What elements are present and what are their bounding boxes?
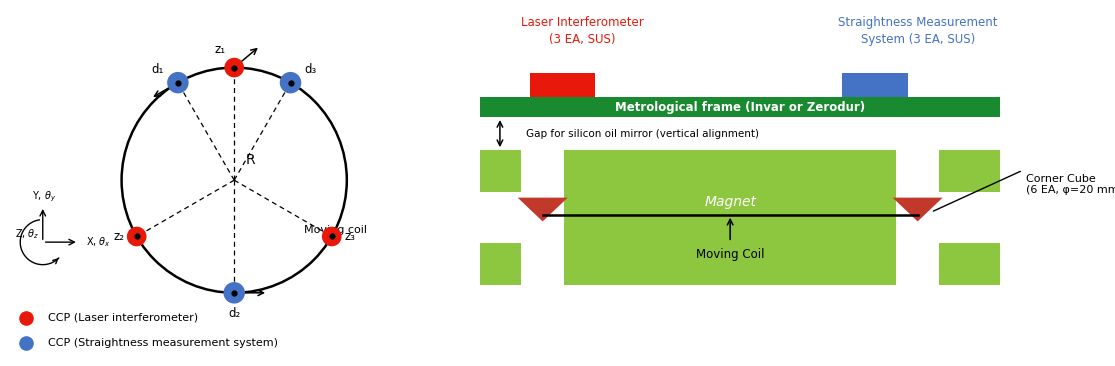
Text: R: R (245, 153, 255, 167)
Text: CCP (Laser interferometer): CCP (Laser interferometer) (48, 313, 198, 322)
Text: d₃: d₃ (304, 63, 317, 76)
Point (17, 315, 35, 321)
Point (169, 80, 187, 86)
Bar (530, 73, 595, 97)
Point (17, 340, 35, 346)
Point (225, 290, 243, 296)
Point (225, 65, 243, 71)
Text: d₁: d₁ (152, 63, 164, 76)
Text: z₁: z₁ (214, 43, 225, 56)
Point (169, 80, 187, 86)
Bar (896, 192, 1000, 243)
Text: Moving Coil: Moving Coil (696, 248, 765, 261)
Text: Metrological frame (Invar or Zerodur): Metrological frame (Invar or Zerodur) (615, 101, 865, 113)
Point (323, 234, 341, 239)
Text: Magnet: Magnet (705, 194, 756, 209)
Point (225, 65, 243, 71)
Bar (896, 150, 939, 285)
Text: Z, $\theta_z$: Z, $\theta_z$ (14, 228, 39, 242)
Text: Gap for silicon oil mirror (vertical alignment): Gap for silicon oil mirror (vertical ali… (526, 128, 759, 139)
Bar (481, 97, 1000, 117)
Text: Laser Interferometer
(3 EA, SUS): Laser Interferometer (3 EA, SUS) (521, 16, 643, 46)
Point (282, 80, 300, 86)
Bar (481, 150, 1000, 285)
Text: d₂: d₂ (229, 307, 241, 320)
Point (323, 234, 341, 239)
Text: Straightness Measurement
System (3 EA, SUS): Straightness Measurement System (3 EA, S… (837, 16, 998, 46)
Point (128, 234, 146, 239)
Point (225, 290, 243, 296)
Text: Y, $\theta_y$: Y, $\theta_y$ (32, 190, 56, 204)
Point (282, 80, 300, 86)
Text: z₃: z₃ (345, 230, 356, 243)
Text: Moving coil: Moving coil (304, 225, 367, 235)
Polygon shape (893, 198, 942, 221)
Polygon shape (517, 198, 568, 221)
Text: z₂: z₂ (113, 230, 124, 243)
Bar (481, 192, 564, 243)
Point (128, 234, 146, 239)
Bar (522, 150, 564, 285)
Text: X, $\theta_x$: X, $\theta_x$ (86, 235, 110, 249)
Bar (842, 73, 908, 97)
Text: CCP (Straightness measurement system): CCP (Straightness measurement system) (48, 339, 279, 348)
Text: Corner Cube
(6 EA, φ=20 mm): Corner Cube (6 EA, φ=20 mm) (1026, 174, 1115, 195)
